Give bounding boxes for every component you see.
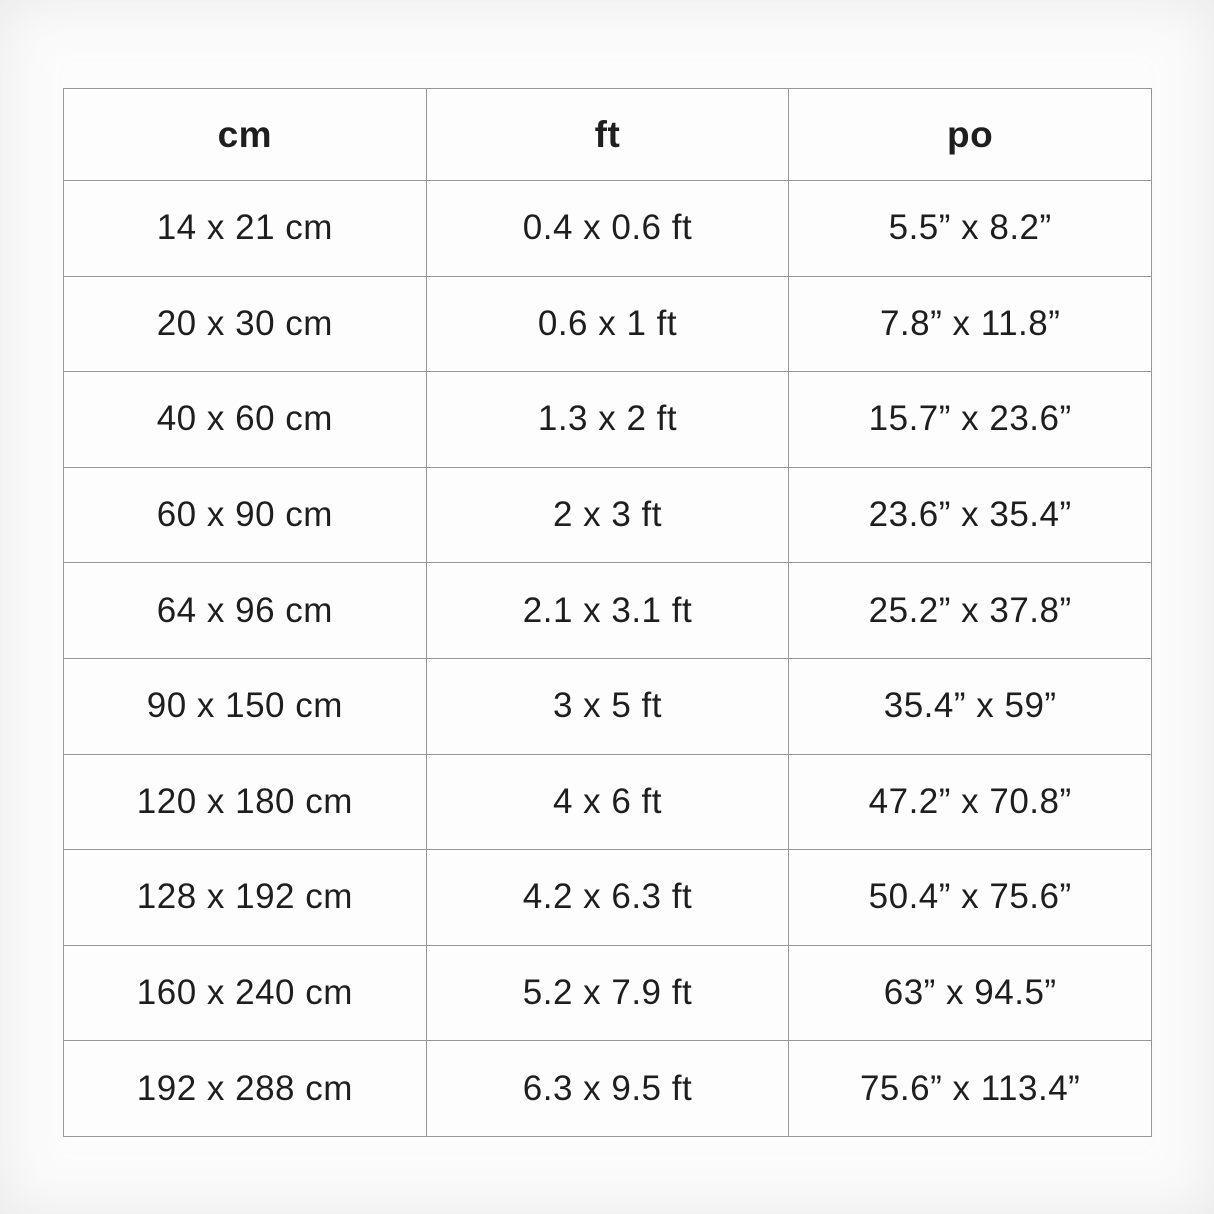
cell-po: 47.2” x 70.8” — [788, 753, 1152, 851]
cell-ft: 5.2 x 7.9 ft — [425, 944, 790, 1042]
column-header-ft: ft — [425, 88, 790, 181]
cell-cm: 90 x 150 cm — [63, 657, 427, 755]
cell-ft: 0.4 x 0.6 ft — [425, 180, 790, 277]
table-row: 40 x 60 cm 1.3 x 2 ft 15.7” x 23.6” — [63, 371, 1152, 468]
cell-ft: 4 x 6 ft — [425, 753, 790, 851]
cell-cm: 40 x 60 cm — [63, 371, 427, 468]
table-row: 160 x 240 cm 5.2 x 7.9 ft 63” x 94.5” — [63, 944, 1152, 1042]
cell-ft: 6.3 x 9.5 ft — [425, 1040, 790, 1137]
column-header-po: po — [788, 88, 1152, 181]
cell-cm: 160 x 240 cm — [63, 944, 427, 1042]
cell-cm: 128 x 192 cm — [63, 849, 427, 946]
table-header: cm ft po — [63, 88, 1152, 181]
table-row: 120 x 180 cm 4 x 6 ft 47.2” x 70.8” — [63, 753, 1152, 851]
cell-ft: 0.6 x 1 ft — [425, 275, 790, 373]
table-row: 14 x 21 cm 0.4 x 0.6 ft 5.5” x 8.2” — [63, 180, 1152, 277]
table-body: 14 x 21 cm 0.4 x 0.6 ft 5.5” x 8.2” 20 x… — [63, 180, 1152, 1137]
cell-po: 35.4” x 59” — [788, 657, 1152, 755]
table-row: 64 x 96 cm 2.1 x 3.1 ft 25.2” x 37.8” — [63, 562, 1152, 659]
cell-cm: 20 x 30 cm — [63, 275, 427, 373]
cell-po: 63” x 94.5” — [788, 944, 1152, 1042]
cell-po: 5.5” x 8.2” — [788, 180, 1152, 277]
cell-po: 75.6” x 113.4” — [788, 1040, 1152, 1137]
cell-ft: 1.3 x 2 ft — [425, 371, 790, 468]
cell-cm: 14 x 21 cm — [63, 180, 427, 277]
cell-po: 15.7” x 23.6” — [788, 371, 1152, 468]
table-row: 60 x 90 cm 2 x 3 ft 23.6” x 35.4” — [63, 466, 1152, 564]
table-row: 90 x 150 cm 3 x 5 ft 35.4” x 59” — [63, 657, 1152, 755]
cell-ft: 4.2 x 6.3 ft — [425, 849, 790, 946]
cell-ft: 3 x 5 ft — [425, 657, 790, 755]
table-row: 192 x 288 cm 6.3 x 9.5 ft 75.6” x 113.4” — [63, 1040, 1152, 1137]
cell-ft: 2.1 x 3.1 ft — [425, 562, 790, 659]
cell-po: 25.2” x 37.8” — [788, 562, 1152, 659]
cell-po: 23.6” x 35.4” — [788, 466, 1152, 564]
cell-cm: 64 x 96 cm — [63, 562, 427, 659]
cell-cm: 192 x 288 cm — [63, 1040, 427, 1137]
header-row: cm ft po — [63, 88, 1152, 181]
column-header-cm: cm — [63, 88, 427, 181]
cell-cm: 60 x 90 cm — [63, 466, 427, 564]
cell-cm: 120 x 180 cm — [63, 753, 427, 851]
table-row: 128 x 192 cm 4.2 x 6.3 ft 50.4” x 75.6” — [63, 849, 1152, 946]
cell-po: 7.8” x 11.8” — [788, 275, 1152, 373]
cell-po: 50.4” x 75.6” — [788, 849, 1152, 946]
cell-ft: 2 x 3 ft — [425, 466, 790, 564]
table-row: 20 x 30 cm 0.6 x 1 ft 7.8” x 11.8” — [63, 275, 1152, 373]
size-conversion-table: cm ft po 14 x 21 cm 0.4 x 0.6 ft 5.5” x … — [63, 88, 1152, 1137]
